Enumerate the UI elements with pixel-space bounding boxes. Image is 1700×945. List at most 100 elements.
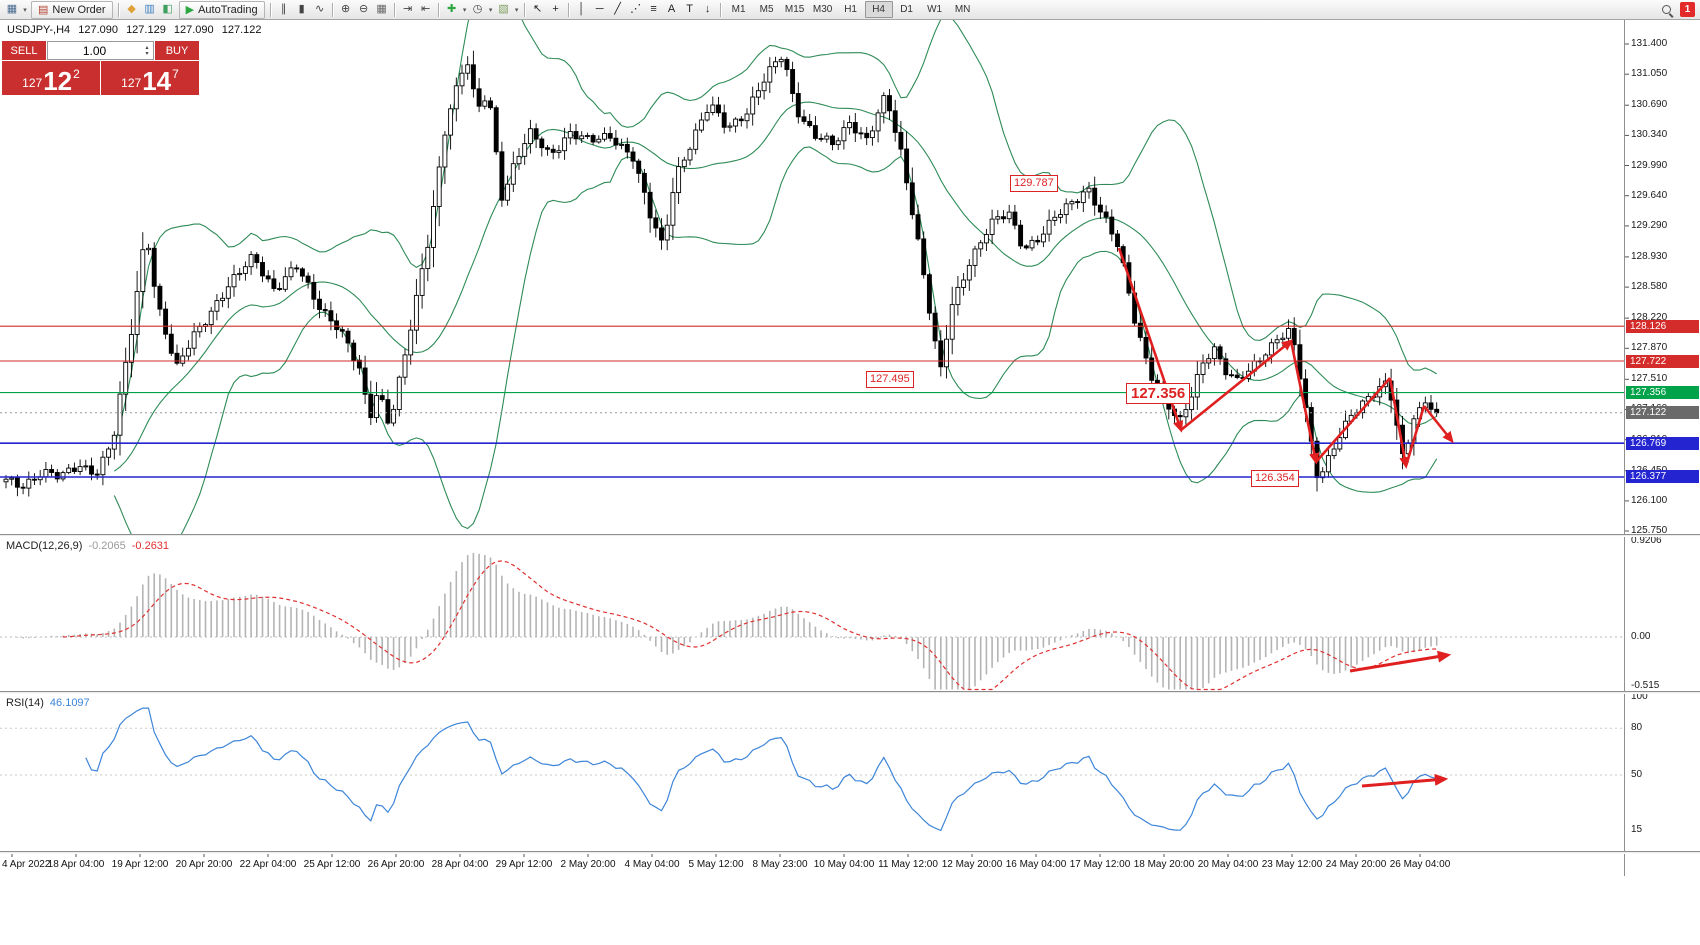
- sell-button[interactable]: SELL: [2, 41, 46, 60]
- text-icon[interactable]: A: [667, 3, 676, 15]
- time-axis-label: 29 Apr 12:00: [495, 859, 553, 870]
- arrows-tool-icon[interactable]: ↓: [704, 3, 711, 15]
- price-annotation[interactable]: 127.356: [1126, 383, 1191, 404]
- cursor-icon[interactable]: ↖: [532, 3, 543, 15]
- rsi-indicator-label: RSI(14) 46.1097: [6, 697, 90, 709]
- tile-windows-icon[interactable]: ▦: [376, 3, 387, 15]
- time-axis[interactable]: 4 Apr 2022 18 Apr 04:00 19 Apr 12:00 20 Apr…: [0, 856, 1624, 876]
- templates-dropdown-icon[interactable]: ▾: [514, 6, 519, 14]
- time-axis-label: 4 May 04:00: [624, 859, 680, 870]
- buy-button[interactable]: BUY: [155, 41, 199, 60]
- candlestick-chart-icon[interactable]: ▮: [298, 3, 305, 15]
- main-toolbar: ▦ ▾ ▤ New Order ◆ ▥ ◧ ▶ AutoTrading ∥ ▮ ∿ ⊕ ⊖ ▦ ⇥ ⇤ ✚ ▾ ◷ ▾ ▧…: [0, 0, 1700, 20]
- trendline-icon[interactable]: ╱: [614, 3, 621, 15]
- autotrading-button[interactable]: ▶ AutoTrading: [178, 0, 265, 19]
- price-annotation[interactable]: 126.354: [1251, 470, 1299, 487]
- search-icon[interactable]: [1659, 2, 1675, 18]
- buy-price-prefix: 127: [121, 76, 142, 90]
- time-axis-label: 25 Apr 12:00: [303, 859, 361, 870]
- candles-layer: [3, 50, 1440, 497]
- new-order-button[interactable]: ▤ New Order: [31, 0, 113, 19]
- templates-icon[interactable]: ▧: [498, 3, 509, 15]
- zoom-in-icon[interactable]: ⊕: [340, 3, 351, 15]
- timeframe-button-h4[interactable]: H4: [864, 1, 893, 18]
- time-axis-label: 8 May 23:00: [752, 859, 808, 870]
- axis-ticks: [11, 43, 1629, 857]
- horizontal-line-icon[interactable]: ─: [595, 3, 604, 15]
- indicators-dropdown-icon[interactable]: ▾: [462, 6, 467, 14]
- strategy-tester-icon[interactable]: ◧: [162, 3, 173, 15]
- rsi-value: 46.1097: [49, 697, 90, 709]
- buy-price-pip: 7: [172, 67, 179, 81]
- timeframe-button-d1[interactable]: D1: [900, 4, 913, 15]
- zoom-out-icon[interactable]: ⊖: [358, 3, 369, 15]
- new-chart-dropdown-icon[interactable]: ▾: [23, 6, 27, 14]
- timeframe-button-m5[interactable]: M5: [759, 4, 774, 15]
- volume-up-icon[interactable]: ▴: [145, 44, 149, 51]
- vertical-line-icon[interactable]: │: [578, 3, 586, 15]
- volume-stepper[interactable]: ▴ ▾: [141, 45, 153, 57]
- price-annotation[interactable]: 127.495: [866, 371, 914, 388]
- toolbar-separator: [719, 2, 722, 17]
- time-axis-divider: [0, 851, 1700, 854]
- new-order-button-label: New Order: [52, 3, 106, 16]
- sell-price-prefix: 127: [22, 76, 43, 90]
- toolbar-separator: [331, 2, 334, 17]
- horizontal-level-lines: [0, 325, 1624, 478]
- macd-pane: [0, 552, 1624, 691]
- market-watch-icon[interactable]: ▥: [144, 3, 155, 15]
- bar-chart-icon[interactable]: ∥: [280, 3, 287, 15]
- timeframe-button-m15[interactable]: M15: [784, 4, 805, 15]
- rsi-pane-divider[interactable]: [0, 691, 1700, 694]
- volume-down-icon[interactable]: ▾: [145, 50, 149, 57]
- macd-name: MACD(12,26,9): [6, 540, 83, 552]
- buy-price-button[interactable]: 127 14 7: [101, 61, 199, 95]
- time-axis-label: 2 May 20:00: [560, 859, 616, 870]
- new-order-icon: ▤: [38, 4, 49, 16]
- axis-separator-line: [1624, 20, 1625, 876]
- price-annotation[interactable]: 129.787: [1010, 175, 1058, 192]
- periods-icon[interactable]: ◷: [472, 3, 483, 15]
- close-value: 127.122: [221, 24, 262, 36]
- sell-price-button[interactable]: 127 12 2: [2, 61, 100, 95]
- rsi-name: RSI(14): [6, 697, 44, 709]
- timeframe-button-h1[interactable]: H1: [844, 4, 857, 15]
- time-axis-label: 23 May 12:00: [1261, 859, 1323, 870]
- autotrading-button-label: AutoTrading: [198, 3, 258, 16]
- toolbar-separator: [117, 2, 120, 17]
- timeframe-button-m1[interactable]: M1: [731, 4, 746, 15]
- timeframe-button-mn[interactable]: MN: [954, 4, 971, 15]
- autotrading-icon: ▶: [185, 4, 195, 16]
- auto-scroll-icon[interactable]: ⇥: [402, 3, 413, 15]
- periods-dropdown-icon[interactable]: ▾: [488, 6, 493, 14]
- toolbar-separator: [437, 2, 440, 17]
- metaeditor-icon[interactable]: ◆: [127, 3, 136, 15]
- toolbar-separator: [523, 2, 526, 17]
- indicators-icon[interactable]: ✚: [446, 3, 457, 15]
- text-label-icon[interactable]: T: [686, 3, 693, 15]
- new-chart-icon[interactable]: ▦: [6, 3, 18, 15]
- toolbar-separator: [269, 2, 272, 17]
- time-axis-label: 20 Apr 20:00: [175, 859, 233, 870]
- timeframe-button-m30[interactable]: M30: [812, 4, 833, 15]
- time-axis-label: 22 Apr 04:00: [239, 859, 297, 870]
- time-axis-label: 16 May 04:00: [1005, 859, 1067, 870]
- volume-value[interactable]: 1.00: [82, 43, 107, 58]
- notification-badge[interactable]: 1: [1680, 2, 1695, 17]
- crosshair-icon[interactable]: +: [552, 3, 559, 15]
- timeframe-button-w1[interactable]: W1: [927, 4, 943, 15]
- open-value: 127.090: [78, 24, 118, 36]
- chart-shift-icon[interactable]: ⇤: [420, 3, 431, 15]
- macd-pane-divider[interactable]: [0, 534, 1700, 537]
- time-axis-label: 4 Apr 2022: [2, 859, 51, 870]
- fibonacci-icon[interactable]: ≡: [650, 3, 657, 15]
- macd-signal-value: -0.2631: [131, 540, 170, 552]
- time-axis-label: 26 Apr 20:00: [367, 859, 425, 870]
- equidistant-channel-icon[interactable]: ⋰: [630, 3, 642, 15]
- time-axis-label: 17 May 12:00: [1069, 859, 1131, 870]
- macd-main-value: -0.2065: [88, 540, 126, 552]
- time-axis-label: 28 Apr 04:00: [431, 859, 489, 870]
- volume-input[interactable]: 1.00 ▴ ▾: [47, 41, 154, 60]
- line-chart-icon[interactable]: ∿: [314, 3, 325, 15]
